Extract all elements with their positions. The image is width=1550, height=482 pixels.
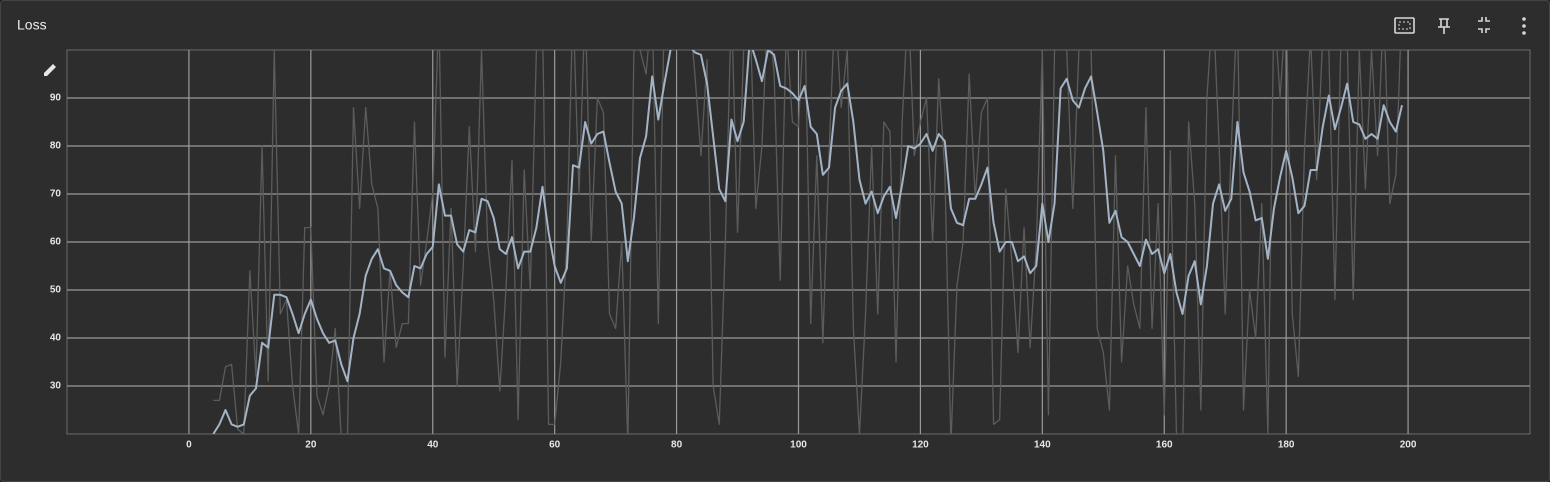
y-tick-label: 30 (50, 381, 62, 392)
y-tick-label: 50 (50, 285, 62, 296)
y-tick-label: 70 (50, 189, 62, 200)
y-tick-label: 90 (50, 93, 62, 104)
x-tick-label: 140 (1034, 440, 1051, 451)
toolbar (1394, 17, 1526, 35)
edit-icon[interactable] (44, 64, 56, 76)
fit-domain-button[interactable] (1394, 17, 1415, 34)
x-tick-label: 40 (427, 440, 439, 451)
pin-button[interactable] (1438, 18, 1450, 34)
y-tick-label: 40 (50, 333, 62, 344)
x-tick-label: 180 (1278, 440, 1295, 451)
x-tick-label: 20 (305, 440, 317, 451)
x-tick-label: 80 (671, 440, 683, 451)
x-tick-label: 120 (912, 440, 929, 451)
y-tick-label: 60 (50, 237, 62, 248)
series-line (213, 50, 1401, 434)
plot-lines (212, 50, 1403, 434)
series-line (212, 50, 1403, 434)
collapse-button[interactable] (1478, 17, 1490, 33)
chart-title: Loss (17, 17, 47, 33)
x-tick-label: 160 (1156, 440, 1173, 451)
x-tick-label: 0 (186, 440, 192, 451)
x-tick-label: 100 (790, 440, 807, 451)
x-tick-label: 200 (1400, 440, 1417, 451)
y-tick-label: 80 (50, 141, 62, 152)
x-tick-label: 60 (549, 440, 561, 451)
more-button[interactable] (1522, 17, 1526, 35)
